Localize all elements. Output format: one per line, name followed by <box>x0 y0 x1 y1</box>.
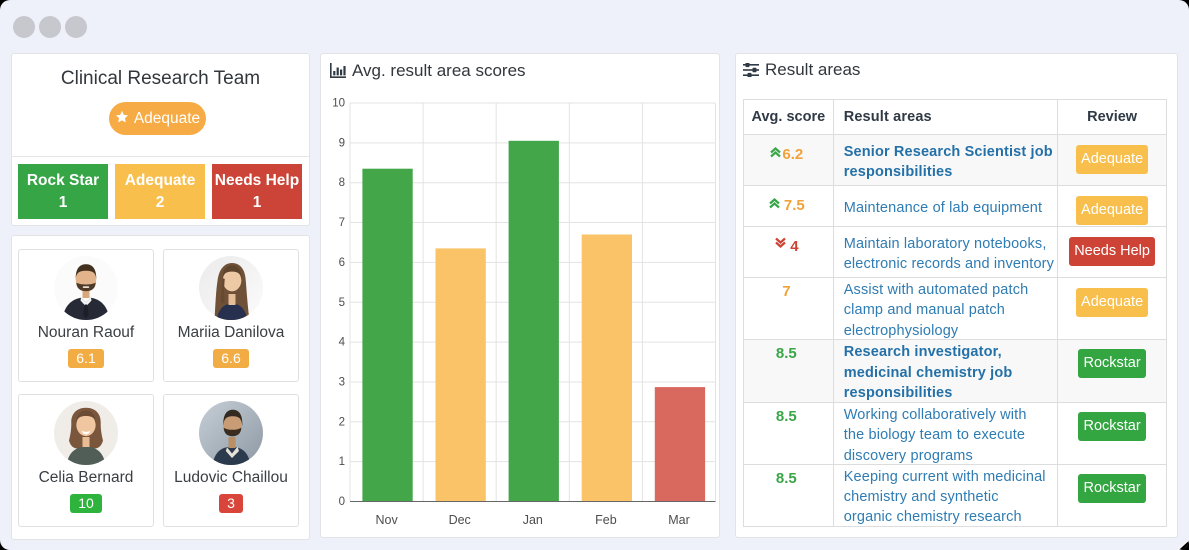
svg-text:4: 4 <box>339 337 346 349</box>
svg-text:7: 7 <box>339 217 345 229</box>
svg-text:9: 9 <box>339 137 345 149</box>
svg-text:3: 3 <box>339 377 345 389</box>
svg-text:10: 10 <box>332 98 345 110</box>
svg-text:Mar: Mar <box>668 513 690 527</box>
svg-text:1: 1 <box>339 456 345 468</box>
svg-text:Jan: Jan <box>523 513 543 527</box>
svg-text:6: 6 <box>339 257 345 269</box>
svg-text:Feb: Feb <box>595 513 617 527</box>
svg-text:0: 0 <box>339 496 345 508</box>
svg-text:Nov: Nov <box>375 513 398 527</box>
svg-text:Dec: Dec <box>449 513 471 527</box>
svg-text:5: 5 <box>339 297 345 309</box>
svg-text:8: 8 <box>339 177 345 189</box>
svg-text:2: 2 <box>339 416 345 428</box>
